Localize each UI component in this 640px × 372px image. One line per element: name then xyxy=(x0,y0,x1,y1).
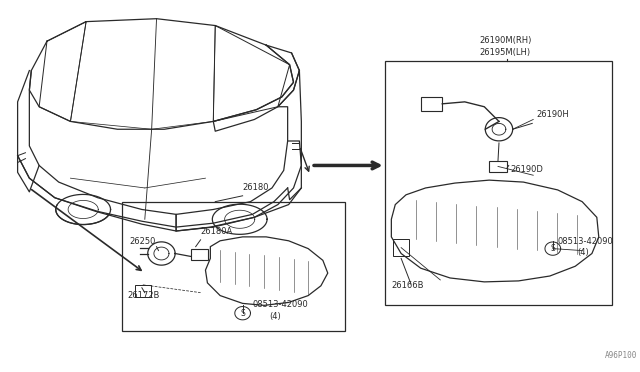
Text: S: S xyxy=(240,309,245,318)
Text: 08513-42090: 08513-42090 xyxy=(252,300,308,310)
Text: 26180: 26180 xyxy=(243,183,269,192)
Text: A96P100: A96P100 xyxy=(605,351,637,360)
Bar xyxy=(191,248,209,260)
Text: 26180A: 26180A xyxy=(200,227,233,236)
Bar xyxy=(385,61,612,305)
Text: 26195M(LH): 26195M(LH) xyxy=(479,48,531,57)
Text: (4): (4) xyxy=(577,248,589,257)
Bar xyxy=(420,97,442,110)
Text: 26190M(RH): 26190M(RH) xyxy=(479,36,532,45)
Bar xyxy=(122,202,346,331)
Bar xyxy=(135,285,150,296)
Text: (4): (4) xyxy=(269,312,281,321)
Bar xyxy=(394,239,409,256)
Bar xyxy=(489,161,507,172)
Text: 08513-42090: 08513-42090 xyxy=(557,237,613,246)
Text: 26172B: 26172B xyxy=(127,291,159,299)
Text: 26190D: 26190D xyxy=(511,165,543,174)
Text: 26190H: 26190H xyxy=(536,109,569,119)
Text: 26250: 26250 xyxy=(129,237,156,246)
Text: S: S xyxy=(550,244,555,253)
Text: 26166B: 26166B xyxy=(391,281,424,290)
